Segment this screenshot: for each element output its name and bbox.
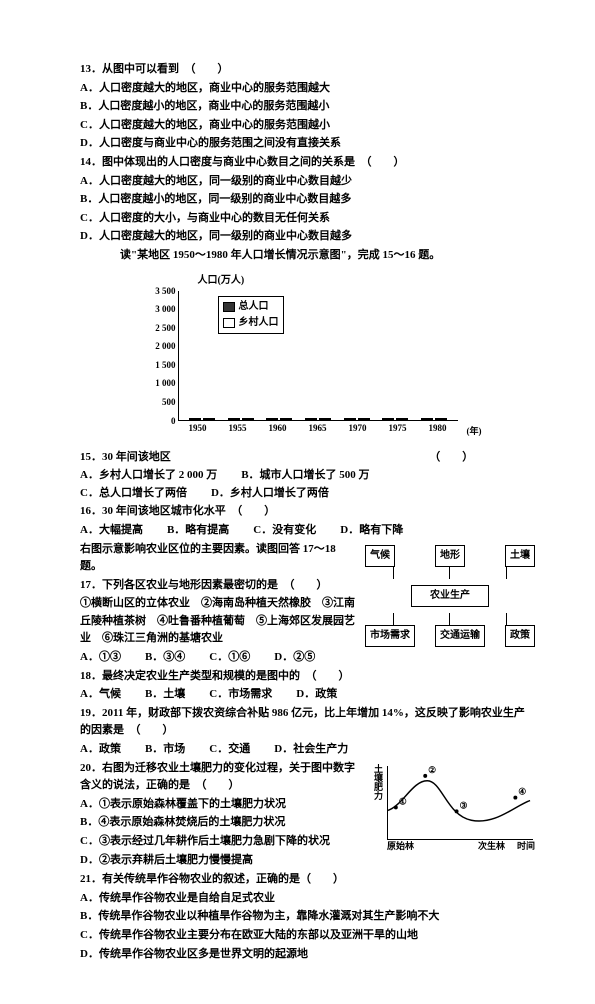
q15-a: A．乡村人口增长了 2 000 万 — [80, 467, 217, 485]
population-chart: 人口(万人) 总人口 乡村人口 3 5003 0002 5002 0001 50… — [138, 273, 478, 441]
q16-b: B．略有提高 — [167, 522, 229, 540]
q18-b: B．土壤 — [145, 686, 185, 704]
curve-xr2: 次生林 — [478, 839, 505, 853]
q17-b: B．③④ — [145, 649, 185, 667]
legend-total: 总人口 — [239, 299, 269, 315]
q18-stem: 18．最终决定农业生产类型和规模的是图中的 （ ） — [80, 668, 535, 686]
svg-text:②: ② — [428, 766, 436, 775]
q17-d: D．②⑤ — [274, 649, 315, 667]
q15-stem: 15．30 年间该地区 （ ） — [80, 449, 535, 467]
q18-c: C．市场需求 — [209, 686, 272, 704]
q19-d: D．社会生产力 — [274, 741, 348, 759]
q13-d: D．人口密度与商业中心的服务范围之间没有直接关系 — [80, 135, 535, 153]
soil-curve: 土壤肥力 ① ② ③ ④ 原始林 次生林 时间 — [365, 764, 535, 854]
q21-stem: 21．有关传统旱作谷物农业的叙述，正确的是（ ） — [80, 871, 535, 889]
q17-c: C．①⑥ — [209, 649, 250, 667]
curve-xl: 原始林 — [387, 839, 414, 853]
chart-ytitle: 人口(万人) — [138, 273, 478, 289]
factors-diagram: 气候 地形 土壤 农业生产 市场需求 交通运输 政策 — [365, 545, 535, 647]
q13-b: B．人口密度越小的地区，商业中心的服务范围越小 — [80, 98, 535, 116]
dbox-climate: 气候 — [365, 545, 395, 567]
svg-text:①: ① — [399, 796, 407, 806]
legend-swatch-total — [223, 302, 235, 312]
q21-c: C．传统旱作谷物农业主要分布在欧亚大陆的东部以及亚洲干旱的山地 — [80, 927, 535, 945]
q19-c: C．交通 — [209, 741, 250, 759]
legend-rural: 乡村人口 — [239, 315, 279, 331]
svg-text:③: ③ — [460, 800, 468, 810]
q15-c: C．总人口增长了两倍 — [80, 485, 187, 503]
q16-d: D．略有下降 — [340, 522, 403, 540]
intro-15-16: 读"某地区 1950～1980 年人口增长情况示意图"，完成 15～16 题。 — [80, 247, 535, 265]
dbox-soil: 土壤 — [505, 545, 535, 567]
q19-b: B．市场 — [145, 741, 185, 759]
q14-c: C．人口密度的大小，与商业中心的数目无任何关系 — [80, 210, 535, 228]
dbox-transport: 交通运输 — [435, 625, 485, 647]
q18-a: A．气候 — [80, 686, 121, 704]
q19-a: A．政策 — [80, 741, 121, 759]
q14-stem: 14．图中体现出的人口密度与商业中心数目之间的关系是 （ ） — [80, 154, 535, 172]
q21-b: B．传统旱作谷物农业以种植旱作谷物为主，靠降水灌溉对其生产影响不大 — [80, 908, 535, 926]
chart-yaxis: 3 5003 0002 5002 0001 5001 0005000 — [138, 291, 178, 421]
chart-legend: 总人口 乡村人口 — [218, 296, 284, 334]
curve-svg: ① ② ③ ④ — [388, 766, 533, 839]
q14-a: A．人口密度越大的地区，同一级别的商业中心数目越少 — [80, 173, 535, 191]
q21-d: D．传统旱作谷物农业区多是世界文明的起源地 — [80, 946, 535, 964]
q20-d: D．②表示弃耕后土壤肥力慢慢提高 — [80, 852, 535, 870]
curve-ylabel: 土壤肥力 — [365, 764, 385, 800]
q14-b: B．人口密度越小的地区，同一级别的商业中心数目越多 — [80, 191, 535, 209]
q15-b: B．城市人口增长了 500 万 — [241, 467, 369, 485]
dbox-terrain: 地形 — [435, 545, 465, 567]
q18-d: D．政策 — [296, 686, 337, 704]
dbox-center: 农业生产 — [411, 585, 489, 607]
q13-stem: 13．从图中可以看到 （ ） — [80, 61, 535, 79]
chart-xunit: (年) — [467, 424, 482, 438]
q16-stem: 16．30 年间该地区城市化水平 （ ） — [80, 503, 535, 521]
q16-c: C．没有变化 — [253, 522, 316, 540]
q21-a: A．传统旱作谷物农业是自给自足式农业 — [80, 890, 535, 908]
q16-a: A．大幅提高 — [80, 522, 143, 540]
dbox-market: 市场需求 — [365, 625, 415, 647]
q13-c: C．人口密度越大的地区，商业中心的服务范围越小 — [80, 117, 535, 135]
q17-a: A．①③ — [80, 649, 121, 667]
chart-xaxis: 1950195519601965197019751980 — [178, 421, 458, 441]
q14-d: D．人口密度越大的地区，同一级别的商业中心数目越多 — [80, 228, 535, 246]
dbox-policy: 政策 — [505, 625, 535, 647]
legend-swatch-rural — [223, 318, 235, 328]
svg-text:④: ④ — [518, 786, 526, 796]
q19-stem: 19．2011 年，财政部下拨农资综合补贴 986 亿元，比上年增加 14%，这… — [80, 705, 535, 740]
curve-xr: 时间 — [517, 839, 535, 853]
q13-a: A．人口密度越大的地区，商业中心的服务范围越大 — [80, 80, 535, 98]
q15-d: D．乡村人口增长了两倍 — [211, 485, 329, 503]
